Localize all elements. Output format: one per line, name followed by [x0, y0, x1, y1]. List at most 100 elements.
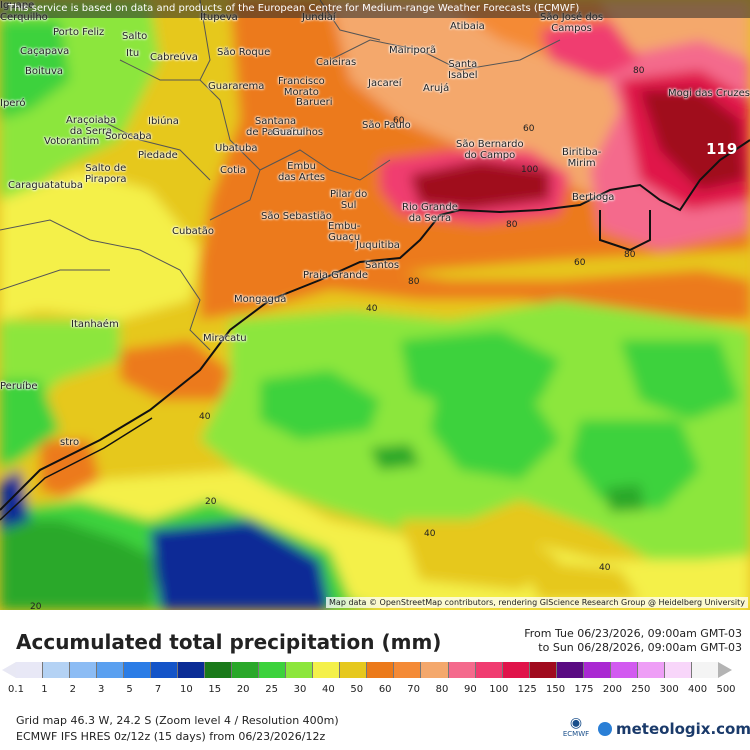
- scale-tick-label: 30: [293, 684, 307, 695]
- contour-label: 40: [199, 412, 211, 422]
- scale-tick-label: 200: [602, 684, 622, 695]
- scale-tick-label: 50: [350, 684, 364, 695]
- place-label-santa-isabel: Santa Isabel: [448, 59, 478, 81]
- scale-cell: [555, 662, 583, 678]
- scale-cell: [69, 662, 97, 678]
- place-label-caraguatatuba: Caraguatatuba: [8, 180, 83, 191]
- place-label-biritiba-mirim: Biritiba- Mirim: [562, 147, 602, 169]
- place-label-s-o-bernardo-do-campo: São Bernardo do Campo: [456, 139, 524, 161]
- ecmwf-notice-banner: This service is based on data and produc…: [0, 0, 750, 18]
- contour-label: 40: [599, 563, 611, 573]
- contour-label: 80: [633, 66, 645, 76]
- place-label-embu-gua-u: Embu- Guaçu: [328, 221, 361, 243]
- scale-tick-label: 1: [41, 684, 48, 695]
- place-label-salto-de-pirapora: Salto de Pirapora: [85, 163, 127, 185]
- place-label-caieiras: Caieiras: [316, 57, 357, 68]
- place-label-francisco-morato: Francisco Morato: [278, 76, 325, 98]
- contour-label: 80: [408, 277, 420, 287]
- max-value-label: 119: [706, 140, 738, 158]
- place-label-embu-das-artes: Embu das Artes: [278, 161, 326, 183]
- contour-label: 60: [523, 124, 535, 134]
- scale-cell: [285, 662, 313, 678]
- scale-tick-label: 60: [378, 684, 392, 695]
- place-label-peru-be: Peruíbe: [0, 381, 38, 392]
- ecmwf-logo-icon: ◉: [569, 715, 583, 731]
- legend-title: Accumulated total precipitation (mm): [16, 630, 442, 654]
- contour-label: 100: [521, 165, 539, 175]
- date-from: From Tue 06/23/2026, 09:00am GMT-03: [524, 627, 742, 640]
- contour-label: 60: [393, 116, 405, 126]
- scale-cell: [312, 662, 340, 678]
- place-label-salto: Salto: [122, 31, 148, 42]
- contour-label: 40: [366, 304, 378, 314]
- place-label-votorantim: Votorantim: [44, 136, 100, 147]
- scale-tick-label: 10: [180, 684, 193, 695]
- place-label-pilar-do-sul: Pilar do Sul: [330, 189, 368, 211]
- scale-tick-label: 7: [154, 684, 162, 695]
- place-label-jacare-: Jacareí: [368, 78, 402, 89]
- scale-tick-label: 175: [574, 684, 594, 695]
- place-label-juquitiba: Juquitiba: [356, 240, 400, 251]
- scale-cell: [528, 662, 556, 678]
- meteologix-logo-icon: [598, 722, 612, 736]
- model-info: ECMWF IFS HRES 0z/12z (15 days) from 06/…: [16, 730, 326, 743]
- scale-cell: [150, 662, 178, 678]
- scale-cell: [16, 662, 43, 678]
- contour-label: 20: [205, 497, 217, 507]
- place-label-registro: stro: [60, 437, 80, 448]
- scale-cell: [474, 662, 502, 678]
- scale-tick-label: 80: [435, 684, 449, 695]
- place-label-ca-apava: Caçapava: [20, 46, 70, 57]
- place-label-rio-grande-da-serra: Rio Grande da Serra: [402, 202, 458, 224]
- scale-cell: [663, 662, 691, 678]
- scale-tick-label: 70: [407, 684, 420, 695]
- ecmwf-logo[interactable]: ◉ ECMWF: [556, 716, 596, 746]
- scale-tick-label: 500: [716, 684, 736, 695]
- scale-cell: [42, 662, 70, 678]
- place-label-mongagu-: Mongaguá: [234, 294, 287, 305]
- place-label-cubat-o: Cubatão: [172, 226, 214, 237]
- place-label-praia-grande: Praia Grande: [303, 270, 369, 281]
- place-label-itu: Itu: [126, 48, 140, 59]
- contour-label: 60: [574, 258, 586, 268]
- scale-tick-label: 15: [208, 684, 222, 695]
- date-to: to Sun 06/28/2026, 09:00am GMT-03: [538, 641, 742, 654]
- scale-max-arrow: [718, 662, 732, 678]
- place-label-s-o-sebasti-o: São Sebastião: [261, 211, 332, 222]
- scale-cell: [231, 662, 259, 678]
- contour-label: 80: [506, 220, 518, 230]
- scale-tick-label: 5: [126, 684, 133, 695]
- scale-cell: [393, 662, 421, 678]
- place-label-sorocaba: Sorocaba: [105, 131, 152, 142]
- scale-tick-label: 100: [489, 684, 509, 695]
- place-label-guararema: Guararema: [208, 81, 265, 92]
- place-label-santana-de-parna-ba: Santana de Parnaíba: [246, 116, 306, 138]
- scale-tick-label: 150: [546, 684, 566, 695]
- place-label-barueri: Barueri: [296, 97, 333, 108]
- map-attribution[interactable]: Map data © OpenStreetMap contributors, r…: [326, 597, 748, 608]
- meteologix-logo[interactable]: meteologix.com: [616, 720, 750, 738]
- place-label-itanha-m: Itanhaém: [71, 319, 119, 330]
- contour-label: 80: [624, 250, 636, 260]
- place-label-miracatu: Miracatu: [203, 333, 247, 344]
- place-label-santos: Santos: [365, 260, 400, 271]
- scale-cell: [690, 662, 718, 678]
- scale-cell: [177, 662, 205, 678]
- scale-cell: [96, 662, 124, 678]
- precipitation-map[interactable]: This service is based on data and produc…: [0, 0, 750, 610]
- scale-tick-label: 125: [517, 684, 537, 695]
- place-label-piedade: Piedade: [138, 150, 178, 161]
- scale-cell: [582, 662, 610, 678]
- scale-min-arrow: [2, 662, 16, 678]
- ecmwf-logo-text: ECMWF: [562, 730, 590, 738]
- scale-tick-label: 0.1: [8, 684, 24, 695]
- scale-cell: [501, 662, 529, 678]
- scale-cell: [258, 662, 286, 678]
- place-label-ibi-na: Ibiúna: [148, 116, 179, 127]
- place-label-iper-: Iperó: [0, 98, 26, 109]
- contour-label: 20: [30, 602, 42, 610]
- place-label-ara-oiaba-da-serra: Araçoiaba da Serra: [66, 115, 117, 137]
- scale-tick-label: 300: [659, 684, 679, 695]
- scale-tick-label: 20: [236, 684, 250, 695]
- place-label-aruj-: Arujá: [423, 83, 450, 94]
